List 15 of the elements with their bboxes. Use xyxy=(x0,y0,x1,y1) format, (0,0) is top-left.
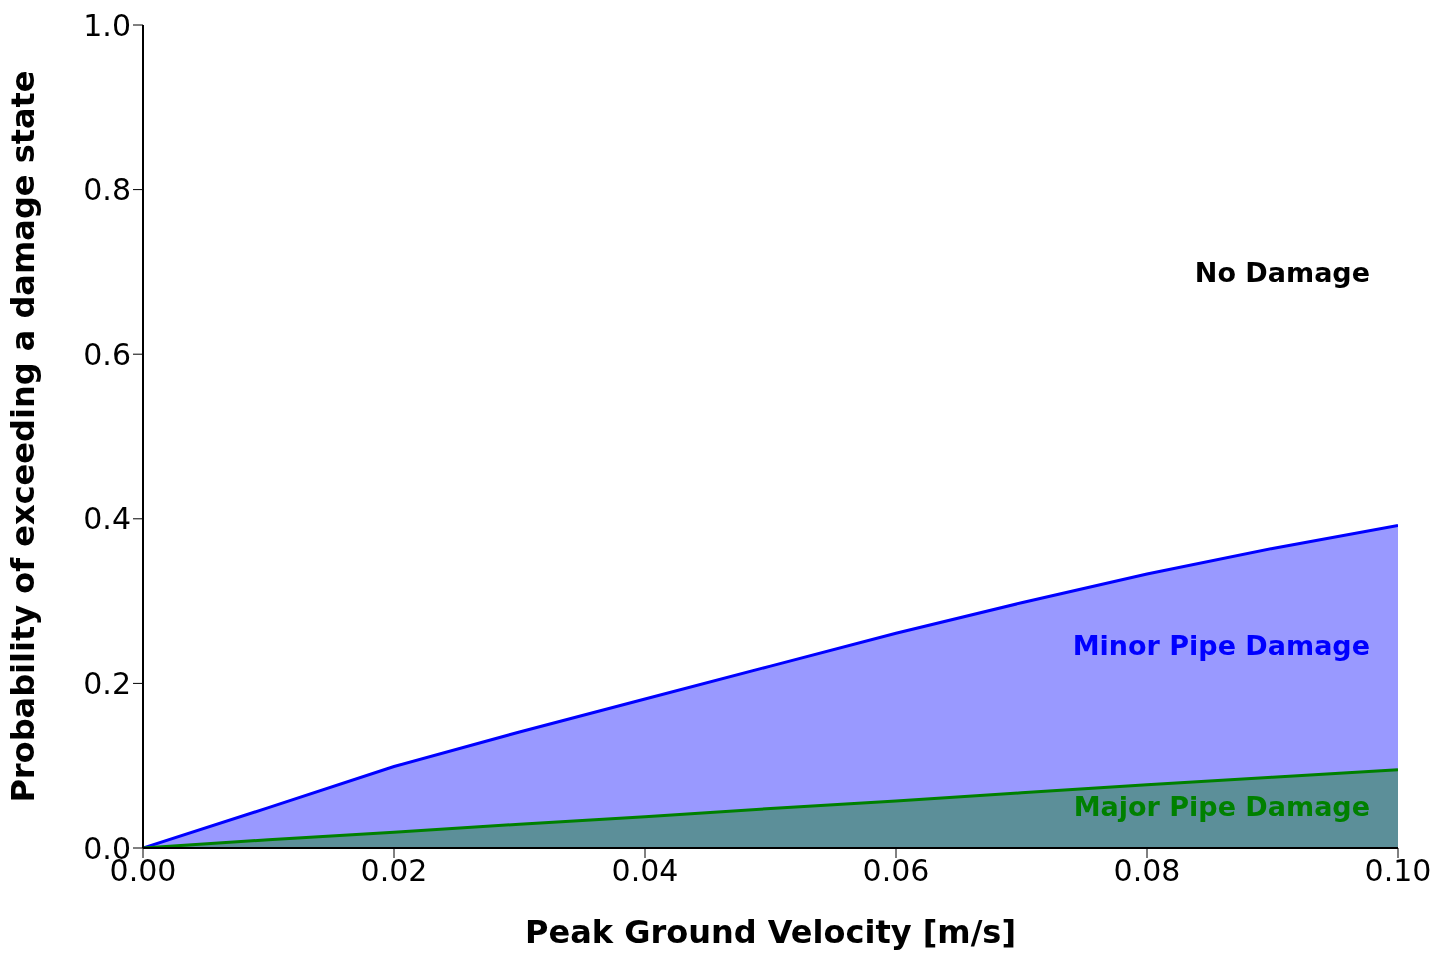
y-tick-label: 0.6 xyxy=(83,336,131,372)
x-tick-label: 0.10 xyxy=(1364,853,1432,889)
x-tick-label: 0.04 xyxy=(611,853,679,889)
y-axis-title: Probability of exceeding a damage state xyxy=(4,70,43,803)
series-label: Minor Pipe Damage xyxy=(1072,629,1370,661)
series-label: Major Pipe Damage xyxy=(1073,790,1370,822)
x-tick-label: 0.02 xyxy=(360,853,428,889)
y-tick-label: 0.8 xyxy=(83,172,131,208)
y-tick-label: 1.0 xyxy=(83,7,131,43)
annotation: No Damage xyxy=(1194,257,1370,289)
x-tick-label: 0.06 xyxy=(862,853,930,889)
y-tick-label: 0.4 xyxy=(83,501,131,537)
x-axis-title: Peak Ground Velocity [m/s] xyxy=(524,913,1017,951)
y-tick-label: 0.2 xyxy=(83,666,131,702)
x-tick-label: 0.08 xyxy=(1113,853,1181,889)
